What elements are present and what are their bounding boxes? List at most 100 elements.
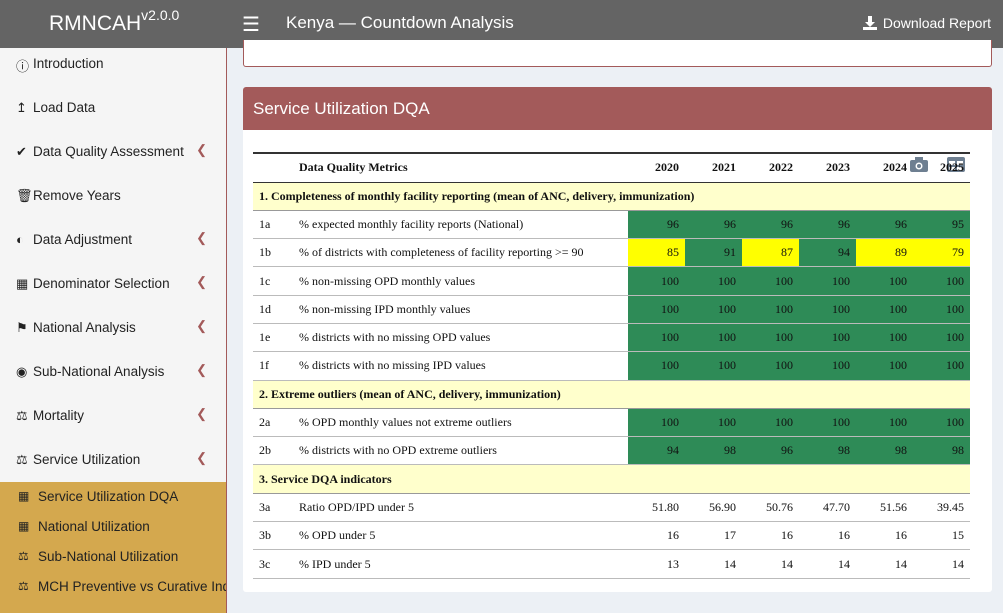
submenu-item[interactable]: ▦ National Utilization xyxy=(0,519,226,549)
sidebar-item[interactable]: ↥ Load Data xyxy=(0,100,227,144)
row-value: 100 xyxy=(742,323,799,353)
row-code: 1b xyxy=(253,238,293,268)
chevron-left-icon: ❮ xyxy=(196,406,207,421)
sidebar-item[interactable]: ⚖ Mortality ❮ xyxy=(0,406,227,452)
row-value: 79 xyxy=(913,238,970,268)
info-circle-icon: ⓘ xyxy=(16,59,30,74)
table-row: 3c% IPD under 5 13 14 14 14 14 14 xyxy=(253,549,970,579)
row-value: 100 xyxy=(742,351,799,381)
row-value: 100 xyxy=(913,266,970,296)
row-value: 51.80 xyxy=(628,493,685,523)
dqa-box: Service Utilization DQA Data Quality Met… xyxy=(243,87,992,592)
row-label: % districts with no missing OPD values xyxy=(293,323,628,353)
row-code: 1d xyxy=(253,295,293,324)
row-value: 100 xyxy=(628,266,685,296)
scale-icon: ⚖ xyxy=(18,549,29,563)
chevron-left-icon: ❮ xyxy=(196,450,207,465)
row-code: 1e xyxy=(253,323,293,353)
sidebar-item[interactable]: ◉ Sub-National Analysis ❮ xyxy=(0,362,227,408)
section-row: 1. Completeness of monthly facility repo… xyxy=(253,181,970,211)
sidebar: ⓘ Introduction ↥ Load Data ✔ Data Quality Ass… xyxy=(0,48,227,613)
row-value: 94 xyxy=(799,238,856,268)
row-label: % districts with no OPD extreme outliers xyxy=(293,436,628,466)
row-value: 89 xyxy=(856,238,913,268)
row-value: 39.45 xyxy=(913,493,970,523)
row-value: 56.90 xyxy=(685,493,742,523)
row-value: 100 xyxy=(628,295,685,324)
sidebar-item[interactable]: ⚖ Service Utilization ❮ xyxy=(0,450,227,496)
row-value: 17 xyxy=(685,521,742,551)
row-value: 100 xyxy=(799,323,856,353)
sidebar-item[interactable]: 🗑 Remove Years xyxy=(0,188,227,232)
sidebar-item-label: Mortality xyxy=(33,408,85,423)
table-row: 1b% of districts with completeness of fa… xyxy=(253,238,970,268)
table-row: 1c% non-missing OPD monthly values 100 100… xyxy=(253,266,970,296)
sidebar-item-label: Data Adjustment xyxy=(33,232,133,247)
globe-icon: ◉ xyxy=(16,364,28,379)
row-value: 85 xyxy=(628,238,685,268)
row-value: 96 xyxy=(742,210,799,240)
row-label: % non-missing IPD monthly values xyxy=(293,295,628,324)
download-icon xyxy=(862,16,877,30)
submenu-item[interactable]: ▦ Service Utilization DQA xyxy=(0,489,226,519)
row-value: 100 xyxy=(856,323,913,353)
submenu-item[interactable]: ⚖ MCH Preventive vs Curative Index xyxy=(0,579,226,609)
previous-box xyxy=(243,40,992,67)
section-title: 2. Extreme outliers (mean of ANC, delive… xyxy=(253,379,970,409)
header-year: 2022 xyxy=(742,152,799,183)
download-report-button[interactable]: Download Report xyxy=(862,15,991,31)
map-icon: ▦ xyxy=(18,489,30,503)
sidebar-item-label: Introduction xyxy=(33,56,104,71)
row-value: 91 xyxy=(685,238,742,268)
row-value: 96 xyxy=(628,210,685,240)
row-code: 1a xyxy=(253,210,293,240)
header-year: 2021 xyxy=(685,152,742,183)
row-value: 96 xyxy=(856,210,913,240)
sidebar-item-label: Denominator Selection xyxy=(33,276,170,291)
service-utilization-submenu: ▦ Service Utilization DQA ▦ National Utiliz… xyxy=(0,482,226,613)
row-value: 87 xyxy=(742,238,799,268)
row-value: 14 xyxy=(799,549,856,579)
table-row: 1e% districts with no missing OPD values… xyxy=(253,323,970,353)
sidebar-item[interactable]: ▦ Denominator Selection ❮ xyxy=(0,274,227,320)
map-icon: ▦ xyxy=(18,519,30,533)
row-value: 100 xyxy=(742,408,799,438)
sidebar-item-label: Data Quality Assessment xyxy=(33,144,184,159)
row-label: % districts with no missing IPD values xyxy=(293,351,628,381)
sidebar-item[interactable]: ◐ Data Adjustment ❮ xyxy=(0,230,227,276)
submenu-item-label: National Utilization xyxy=(38,519,150,534)
chevron-left-icon: ❮ xyxy=(196,274,207,289)
header-year: 2024 xyxy=(856,152,913,183)
row-value: 96 xyxy=(742,436,799,466)
row-value: 100 xyxy=(913,408,970,438)
adjust-icon: ◐ xyxy=(16,232,24,247)
page-title: Kenya — Countdown Analysis xyxy=(286,13,514,32)
upload-icon: ↥ xyxy=(16,100,27,115)
submenu-item[interactable]: ⚖ Sub-National Utilization xyxy=(0,549,226,579)
table-header-row: Data Quality Metrics 2020 2021 2022 2023 202… xyxy=(253,152,970,183)
sidebar-item[interactable]: ⚑ National Analysis ❮ xyxy=(0,318,227,364)
row-value: 100 xyxy=(799,295,856,324)
row-label: % IPD under 5 xyxy=(293,549,628,579)
sidebar-item[interactable]: ✔ Data Quality Assessment ❮ xyxy=(0,142,227,188)
sidebar-toggle-icon[interactable]: ☰ xyxy=(242,14,260,36)
row-value: 100 xyxy=(856,266,913,296)
logo[interactable]: RMNCAHv2.0.0 xyxy=(0,0,227,48)
row-label: % non-missing OPD monthly values xyxy=(293,266,628,296)
section-title: 3. Service DQA indicators xyxy=(253,464,970,494)
section-title: 1. Completeness of monthly facility repo… xyxy=(253,181,970,211)
row-value: 15 xyxy=(913,521,970,551)
app-name: RMNCAHv2.0.0 xyxy=(49,7,180,35)
chevron-left-icon: ❮ xyxy=(196,362,207,377)
table-row: 1d% non-missing IPD monthly values 100 100… xyxy=(253,295,970,324)
row-value: 100 xyxy=(856,351,913,381)
row-label: % OPD under 5 xyxy=(293,521,628,551)
chevron-left-icon: ❮ xyxy=(196,230,207,245)
sidebar-item-label: National Analysis xyxy=(33,320,136,335)
sidebar-item-label: Remove Years xyxy=(33,188,121,203)
sidebar-item-label: Load Data xyxy=(33,100,96,115)
chevron-left-icon: ❮ xyxy=(196,142,207,157)
row-value: 100 xyxy=(742,295,799,324)
row-value: 100 xyxy=(913,351,970,381)
sidebar-item[interactable]: ⓘ Introduction xyxy=(0,56,227,100)
